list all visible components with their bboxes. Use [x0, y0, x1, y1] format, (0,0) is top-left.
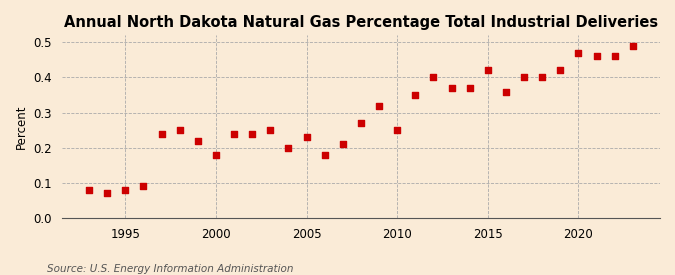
Point — [628, 44, 639, 48]
Point — [247, 131, 258, 136]
Text: Source: U.S. Energy Information Administration: Source: U.S. Energy Information Administ… — [47, 264, 294, 274]
Point — [338, 142, 348, 147]
Point — [283, 145, 294, 150]
Point — [356, 121, 367, 125]
Title: Annual North Dakota Natural Gas Percentage Total Industrial Deliveries: Annual North Dakota Natural Gas Percenta… — [64, 15, 658, 30]
Point — [591, 54, 602, 59]
Point — [483, 68, 493, 73]
Point — [610, 54, 620, 59]
Point — [102, 191, 113, 196]
Point — [138, 184, 149, 189]
Point — [156, 131, 167, 136]
Point — [410, 93, 421, 97]
Point — [84, 188, 95, 192]
Point — [555, 68, 566, 73]
Point — [192, 139, 203, 143]
Point — [265, 128, 275, 132]
Point — [374, 103, 385, 108]
Point — [301, 135, 312, 139]
Point — [428, 75, 439, 80]
Point — [229, 131, 240, 136]
Y-axis label: Percent: Percent — [15, 104, 28, 149]
Point — [211, 153, 221, 157]
Point — [120, 188, 131, 192]
Point — [537, 75, 547, 80]
Point — [501, 89, 512, 94]
Point — [573, 51, 584, 55]
Point — [518, 75, 529, 80]
Point — [319, 153, 330, 157]
Point — [446, 86, 457, 90]
Point — [464, 86, 475, 90]
Point — [392, 128, 402, 132]
Point — [174, 128, 185, 132]
